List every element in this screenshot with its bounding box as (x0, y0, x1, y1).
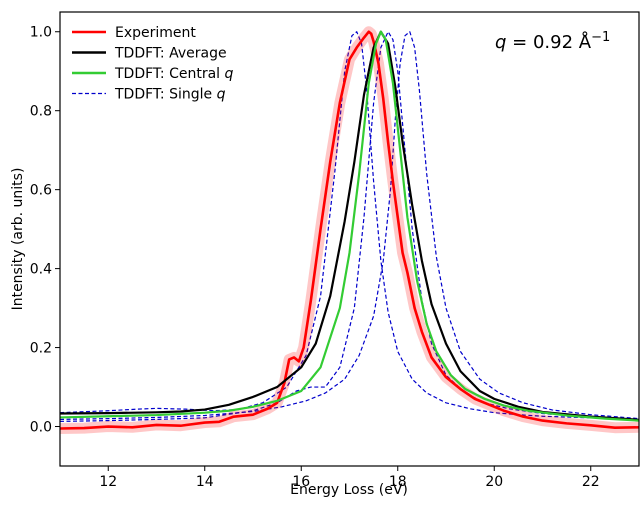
x-tick-label: 20 (485, 474, 503, 490)
y-tick-label: 0.2 (30, 341, 52, 357)
legend-label-tddft-central-q: TDDFT: Central q (114, 66, 234, 82)
plot-area (60, 12, 639, 466)
x-tick-label: 22 (582, 474, 600, 490)
series-experiment-line (60, 30, 639, 430)
legend: Experiment TDDFT: Average TDDFT: Central q… (72, 25, 234, 103)
y-tick-label: 0.0 (30, 420, 52, 436)
q-annotation-exponent: −1 (591, 30, 610, 45)
legend-label-tddft-single-q: TDDFT: Single q (114, 87, 226, 103)
x-tick-label: 14 (196, 474, 214, 490)
x-tick-label: 18 (389, 474, 407, 490)
x-axis-label: Energy Loss (eV) (290, 482, 408, 498)
plot-frame (59, 11, 640, 467)
legend-label-tddft-average: TDDFT: Average (114, 46, 227, 62)
series-tddft-single-q-curve-1 (60, 31, 639, 421)
ticks-layer: 12 14 16 18 20 22 0.0 0.2 0.4 0.6 0.8 1.0 (30, 25, 600, 490)
series-tddft-single-q-curve-3 (60, 31, 639, 421)
q-annotation-symbol: q (495, 32, 506, 53)
x-tick-label: 12 (99, 474, 117, 490)
y-tick-label: 0.8 (30, 104, 52, 120)
x-tick-label: 16 (292, 474, 310, 490)
series-group (60, 26, 639, 434)
y-axis-label: Intensity (arb. units) (10, 168, 26, 311)
legend-label-experiment: Experiment (115, 25, 196, 41)
data-layer (60, 26, 639, 434)
y-tick-label: 1.0 (30, 25, 52, 41)
q-annotation-value: = 0.92 Å (506, 31, 591, 53)
y-tick-label: 0.4 (30, 262, 52, 278)
series-tddft-central-q-line (60, 30, 639, 422)
q-annotation: q = 0.92 Å−1 (495, 30, 610, 53)
y-tick-label: 0.6 (30, 183, 52, 199)
